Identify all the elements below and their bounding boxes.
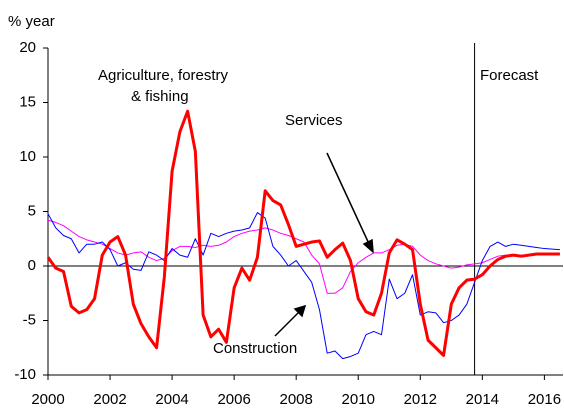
arrows [274, 152, 374, 337]
y-tick-label: -5 [23, 311, 36, 328]
arrow [274, 310, 301, 337]
x-tick-label: 2010 [342, 391, 375, 408]
y-tick-label: 20 [19, 39, 36, 56]
y-tick-label: 10 [19, 148, 36, 165]
annotation: Forecast [480, 67, 539, 84]
x-tick-label: 2000 [31, 391, 64, 408]
x-tick-label: 2012 [404, 391, 437, 408]
y-tick-label: 15 [19, 93, 36, 110]
x-tick-label: 2002 [93, 391, 126, 408]
x-tick-label: 2016 [528, 391, 561, 408]
annotation: & fishing [131, 88, 189, 105]
arrow [326, 152, 371, 247]
x-tick-label: 2004 [155, 391, 188, 408]
annotation: Construction [213, 340, 297, 357]
y-tick-label: -10 [14, 366, 36, 383]
annotation: Agriculture, forestry [98, 67, 229, 84]
y-tick-label: 5 [28, 202, 36, 219]
y-tick-label: 0 [28, 257, 36, 274]
series-line [47, 219, 560, 294]
arrowhead [293, 304, 307, 318]
annotation: Services [285, 112, 343, 129]
x-tick-label: 2014 [466, 391, 499, 408]
y-unit-label: % year [8, 13, 55, 30]
arrowhead [362, 238, 374, 254]
x-tick-label: 2008 [280, 391, 313, 408]
x-tick-label: 2006 [217, 391, 250, 408]
series-line [46, 109, 560, 357]
series-line [47, 212, 560, 360]
